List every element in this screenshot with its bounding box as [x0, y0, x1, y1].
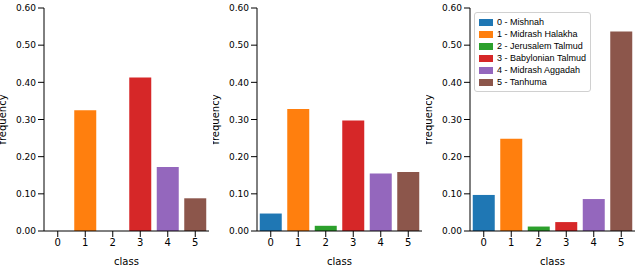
svg-text:1: 1 [508, 237, 514, 248]
svg-text:0.60: 0.60 [16, 3, 36, 13]
svg-text:3: 3 [137, 237, 143, 248]
svg-text:class: class [540, 256, 565, 265]
svg-text:5: 5 [192, 237, 198, 248]
svg-text:0.50: 0.50 [229, 40, 249, 50]
svg-text:5: 5 [405, 237, 411, 248]
html-text:3 - Babylonian Talmud: 3 - Babylonian Talmud [497, 53, 586, 63]
html-text:2 - Jerusalem Talmud: 2 - Jerusalem Talmud [497, 41, 583, 51]
svg-text:4: 4 [378, 237, 384, 248]
svg-text:0.50: 0.50 [16, 40, 36, 50]
svg-text:0.20: 0.20 [16, 152, 36, 162]
svg-text:0: 0 [268, 237, 274, 248]
svg-text:0: 0 [481, 237, 487, 248]
svg-text:0.30: 0.30 [16, 115, 36, 125]
svg-text:0.40: 0.40 [229, 78, 249, 88]
svg-text:3: 3 [350, 237, 356, 248]
svg-text:0.50: 0.50 [442, 40, 462, 50]
svg-text:class: class [327, 256, 352, 265]
svg-text:0.60: 0.60 [229, 3, 249, 13]
svg-text:0: 0 [55, 237, 61, 248]
svg-text:0.10: 0.10 [229, 189, 249, 199]
svg-text:4: 4 [591, 237, 597, 248]
svg-text:2: 2 [323, 237, 329, 248]
svg-text:0.00: 0.00 [229, 226, 249, 236]
svg-text:0.20: 0.20 [442, 152, 462, 162]
svg-text:5: 5 [618, 237, 624, 248]
svg-text:4: 4 [165, 237, 171, 248]
svg-text:0.10: 0.10 [16, 189, 36, 199]
svg-text:0.30: 0.30 [442, 115, 462, 125]
svg-text:1: 1 [82, 237, 88, 248]
svg-text:2: 2 [536, 237, 542, 248]
svg-text:0.10: 0.10 [442, 189, 462, 199]
svg-text:0.60: 0.60 [442, 3, 462, 13]
svg-text:2: 2 [110, 237, 116, 248]
svg-text:0.40: 0.40 [16, 78, 36, 88]
html-text:5 - Tanhuma: 5 - Tanhuma [497, 77, 547, 87]
svg-text:frequency: frequency [426, 94, 434, 144]
svg-text:0.20: 0.20 [229, 152, 249, 162]
html-text:1 - Midrash Halakha: 1 - Midrash Halakha [497, 29, 578, 39]
svg-text:0.30: 0.30 [229, 115, 249, 125]
html-text:0 - Mishnah: 0 - Mishnah [497, 17, 544, 27]
svg-text:1: 1 [295, 237, 301, 248]
html-text:4 - Midrash Aggadah: 4 - Midrash Aggadah [497, 65, 581, 75]
svg-text:3: 3 [563, 237, 569, 248]
svg-text:0.00: 0.00 [442, 226, 462, 236]
svg-text:class: class [114, 256, 139, 265]
svg-text:frequency: frequency [213, 94, 221, 144]
svg-text:0.00: 0.00 [16, 226, 36, 236]
svg-text:0.40: 0.40 [442, 78, 462, 88]
